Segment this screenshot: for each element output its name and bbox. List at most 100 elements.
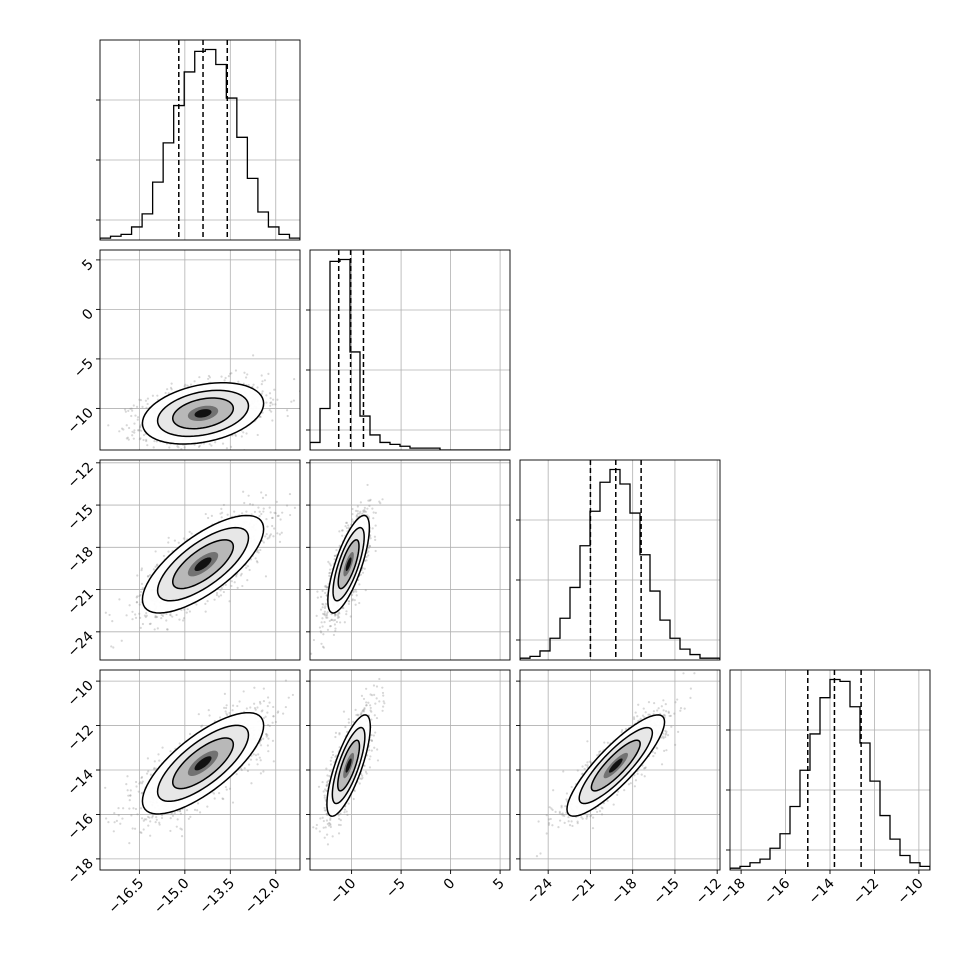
scatter-panel-0-3 [99, 669, 301, 871]
sample-point [252, 753, 255, 756]
sample-point [196, 809, 199, 812]
sample-point [149, 456, 151, 458]
sample-point [325, 614, 329, 617]
sample-point [165, 612, 168, 616]
sample-point [367, 547, 370, 550]
histogram-panel-2 [516, 459, 721, 661]
sample-point [322, 633, 325, 636]
sample-point [312, 638, 316, 642]
sample-point [107, 424, 110, 427]
sample-point [220, 375, 223, 378]
sample-point [208, 376, 212, 379]
sample-point [321, 625, 324, 628]
sample-point [369, 498, 372, 501]
sample-point [170, 812, 173, 816]
sample-point [335, 549, 338, 552]
sample-point [221, 797, 224, 800]
sample-point [323, 610, 326, 613]
sample-point [342, 606, 345, 610]
sample-point [273, 527, 276, 530]
sample-point [149, 834, 152, 837]
sample-point [271, 721, 274, 724]
histogram-steps [520, 468, 720, 660]
sample-point [336, 614, 340, 618]
sample-point [181, 619, 185, 622]
sample-point [223, 706, 226, 709]
sample-point [367, 515, 370, 518]
sample-point [363, 567, 366, 570]
sample-point [169, 613, 172, 616]
sample-point [113, 811, 116, 815]
sample-point [321, 612, 325, 616]
sample-point [224, 706, 228, 710]
sample-point [140, 569, 143, 572]
sample-point [124, 410, 127, 413]
sample-point [264, 535, 267, 538]
sample-point [323, 612, 326, 615]
sample-point [160, 814, 164, 817]
sample-point [121, 817, 124, 820]
sample-point [268, 536, 271, 539]
sample-point [356, 512, 360, 515]
sample-point [185, 611, 188, 614]
sample-point [222, 503, 226, 507]
density-layer [107, 354, 300, 458]
sample-point [273, 511, 276, 514]
sample-point [138, 426, 142, 429]
sample-point [141, 622, 145, 626]
sample-point [139, 424, 142, 427]
sample-point [144, 615, 147, 619]
sample-point [153, 760, 156, 763]
sample-point [323, 606, 327, 610]
sample-point [182, 617, 186, 620]
sample-point [241, 584, 244, 588]
sample-point [328, 571, 332, 574]
sample-point [225, 704, 228, 707]
sample-point [324, 591, 327, 595]
sample-point [246, 373, 249, 376]
density-layer [104, 679, 294, 845]
sample-point [125, 424, 128, 427]
sample-point [266, 537, 269, 540]
sample-point [146, 757, 150, 760]
sample-point [329, 564, 332, 567]
sample-point [268, 392, 272, 395]
sample-point [278, 540, 282, 543]
sample-point [202, 452, 204, 454]
sample-point [175, 613, 178, 617]
sample-point [154, 616, 157, 619]
sample-point [351, 507, 354, 511]
sample-point [323, 613, 326, 616]
sample-point [145, 614, 148, 617]
sample-point [324, 614, 327, 617]
sample-point [359, 573, 362, 576]
sample-point [330, 618, 334, 621]
histogram-steps [310, 258, 510, 450]
sample-point [167, 541, 170, 544]
sample-point [258, 514, 261, 518]
sample-point [327, 560, 330, 563]
sample-point [270, 401, 273, 404]
sample-point [356, 509, 359, 513]
sample-point [274, 403, 277, 406]
sample-point [260, 491, 263, 494]
sample-point [349, 523, 353, 526]
sample-point [224, 376, 227, 380]
sample-point [332, 633, 336, 637]
sample-point [338, 544, 341, 547]
sample-point [246, 565, 250, 568]
sample-point [261, 380, 264, 383]
sample-point [276, 398, 279, 401]
sample-point [246, 578, 249, 582]
sample-point [243, 501, 246, 505]
sample-point [281, 511, 284, 514]
sample-point [265, 394, 268, 397]
sample-point [167, 536, 170, 539]
sample-point [140, 567, 144, 570]
sample-point [128, 842, 131, 845]
sample-point [265, 735, 268, 738]
sample-point [326, 628, 330, 631]
sample-point [230, 580, 233, 583]
sample-point [169, 386, 173, 389]
sample-point [247, 494, 250, 497]
